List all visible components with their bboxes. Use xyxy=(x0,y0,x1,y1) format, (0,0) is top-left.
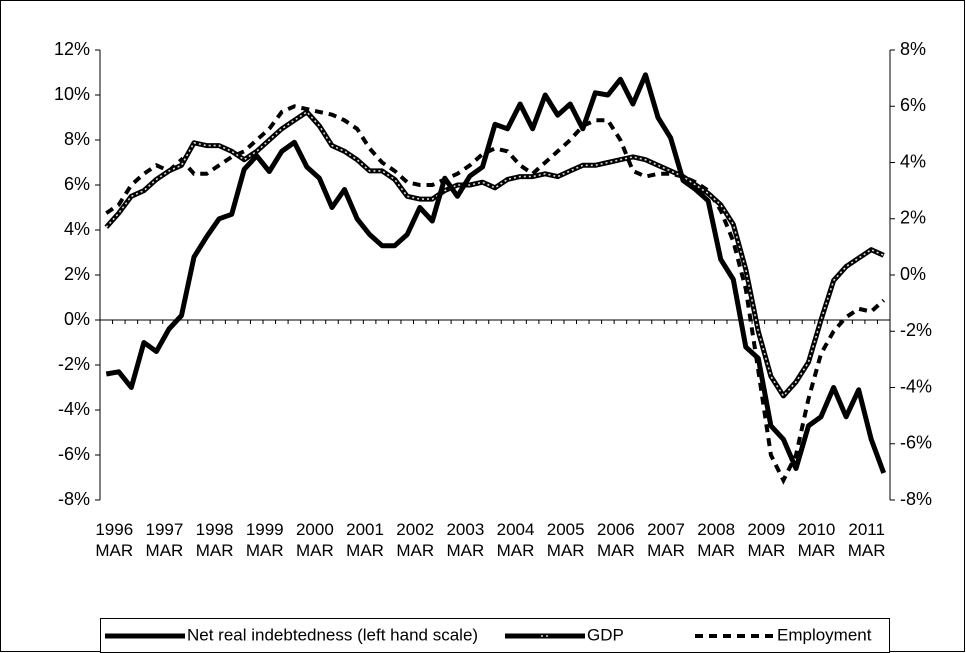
series-line xyxy=(105,104,886,485)
x-tick-label: 2008 MAR xyxy=(697,520,736,560)
y2-tick-label: 0% xyxy=(900,264,926,284)
x-tick-label: 2006 MAR xyxy=(596,520,635,560)
legend-label: Net real indebtedness (left hand scale) xyxy=(187,625,478,644)
x-tick-label: 1998 MAR xyxy=(195,520,234,560)
y-tick-label: 2% xyxy=(64,264,90,284)
x-tick-label: 2000 MAR xyxy=(295,520,334,560)
x-tick-label: 2007 MAR xyxy=(647,520,685,560)
x-tick-label: 2009 MAR xyxy=(747,520,786,560)
y-tick-label: -6% xyxy=(58,444,90,464)
y-tick-label: -4% xyxy=(58,399,90,419)
y2-tick-label: -4% xyxy=(900,376,932,396)
y2-tick-label: 2% xyxy=(900,208,926,228)
legend-label: Employment xyxy=(777,625,872,644)
x-tick-label: 2010 MAR xyxy=(797,520,836,560)
x-tick-label: 2001 MAR xyxy=(346,520,384,560)
legend-label: GDP xyxy=(587,625,624,644)
y2-tick-label: 8% xyxy=(900,39,926,59)
y2-tick-label: -6% xyxy=(900,433,932,453)
x-tick-label: 1997 MAR xyxy=(145,520,184,560)
y-tick-label: 0% xyxy=(64,309,90,329)
y2-tick-label: -8% xyxy=(900,489,932,509)
y2-tick-label: -2% xyxy=(900,320,932,340)
y-tick-label: -2% xyxy=(58,354,90,374)
y-tick-label: 6% xyxy=(64,174,90,194)
y-tick-label: 8% xyxy=(64,129,90,149)
x-tick-label: 2003 MAR xyxy=(446,520,485,560)
x-tick-label: 1996 MAR xyxy=(95,520,134,560)
x-tick-label: 2002 MAR xyxy=(396,520,435,560)
y-tick-label: -8% xyxy=(58,489,90,509)
series-line-highlight xyxy=(105,110,885,398)
x-tick-label: 2005 MAR xyxy=(546,520,585,560)
x-tick-label: 2004 MAR xyxy=(496,520,535,560)
y-tick-label: 10% xyxy=(54,84,90,104)
y2-tick-label: 4% xyxy=(900,151,926,171)
series-line xyxy=(105,72,887,474)
x-tick-label: 1999 MAR xyxy=(245,520,284,560)
y-tick-label: 12% xyxy=(54,39,90,59)
x-tick-label: 2011 MAR xyxy=(847,520,886,560)
y2-tick-label: 6% xyxy=(900,95,926,115)
y-tick-label: 4% xyxy=(64,219,90,239)
